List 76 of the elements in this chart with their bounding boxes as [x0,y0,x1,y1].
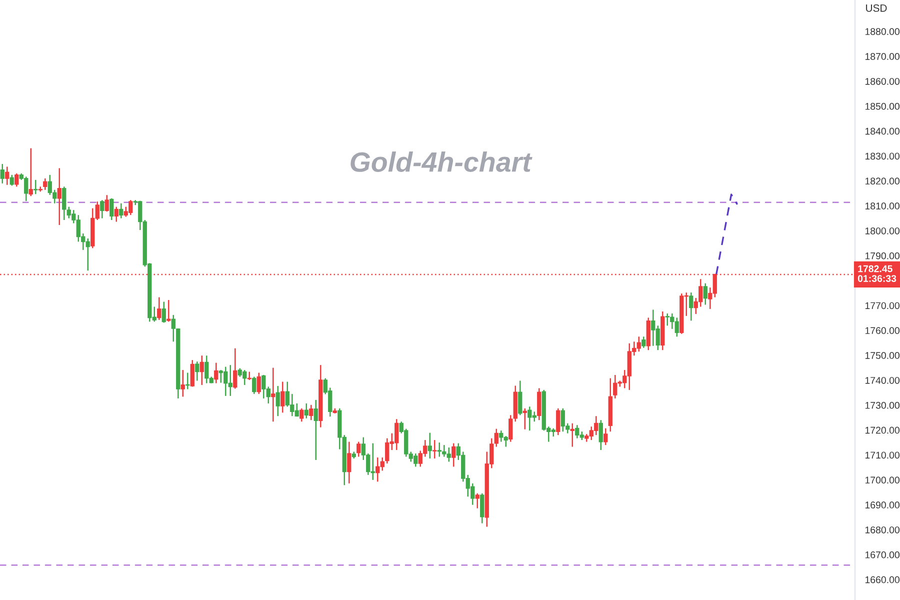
candlestick [271,367,276,422]
y-tick-label: 1730.00 [865,402,900,409]
candlestick [162,301,166,324]
candlestick [256,372,261,395]
candlestick [0,163,4,184]
y-tick-label: 1710.00 [865,452,900,459]
candlestick [34,179,38,195]
y-tick-label: 1670.00 [865,551,900,558]
y-tick-label: 1750.00 [865,352,900,359]
candlestick [114,206,118,222]
y-tick-label: 1810.00 [865,202,900,210]
candlestick [214,362,218,384]
candlestick [604,428,608,446]
candlestick [304,402,308,419]
candlestick [480,492,484,524]
y-tick-label: 1740.00 [865,376,900,384]
candlestick [28,148,33,197]
candlestick [703,282,708,306]
candlestick [119,202,124,219]
candlestick [452,442,456,468]
y-tick-label: 1860.00 [865,78,900,85]
candlestick [14,172,19,188]
candlestick [190,359,194,388]
candlestick [5,166,10,186]
text: Gold-4h-chart [350,152,532,172]
candlestick [252,376,256,395]
candlestick [57,168,62,226]
candlestick [157,296,162,321]
candlestick [432,439,437,460]
y-tick-label: 1880.00 [865,28,900,36]
ref-line-label: 1782.45 01:36:33 [858,265,896,282]
y-tick-label: 1820.00 [865,178,900,185]
candlestick [314,399,318,461]
candlestick [166,299,171,322]
candlestick [689,292,694,322]
candlestick [309,404,314,421]
y-tick-label: 1720.00 [865,426,900,434]
y-tick-label: 1690.00 [865,502,900,508]
candlestick [100,199,104,219]
candlestick [110,198,114,221]
y-tick-label: 1850.00 [865,102,900,110]
candlestick [437,442,442,458]
candlestick [356,441,361,458]
y-tick-label: 1790.00 [865,252,900,260]
y-tick-label: 1770.00 [865,302,900,310]
y-tick-label: 1760.00 [865,327,900,334]
candlestick [537,388,542,421]
y-tick-label: 1830.00 [865,152,900,160]
candlestick [200,354,204,386]
y-tick-label: 1840.00 [865,128,900,135]
candlestick [518,380,522,416]
candlestick [43,178,48,190]
candlestick [10,174,14,186]
candlestick [276,385,280,417]
y-tick-label: 1680.00 [865,526,900,534]
candlestick [180,369,185,398]
candlestick [300,408,304,422]
candlestick [522,408,527,430]
candlestick [556,408,560,436]
candlestick [598,419,603,451]
candlestick [347,441,352,484]
candlestick [280,381,285,414]
candlestick [642,336,646,348]
y-tick-label: 1800.00 [865,227,900,234]
candlestick [428,432,432,460]
candlestick [62,186,66,221]
candlestick [195,360,200,382]
candlestick [104,194,109,212]
candlestick [570,422,574,448]
y-tick-label: 1700.00 [865,476,900,484]
y-tick-label: 1660.00 [865,576,900,584]
candlestick [233,348,238,390]
candlestick [475,492,480,509]
y-tick-label: 1870.00 [865,53,900,60]
candlestick [494,428,498,448]
y-axis-title: USD [866,4,887,12]
